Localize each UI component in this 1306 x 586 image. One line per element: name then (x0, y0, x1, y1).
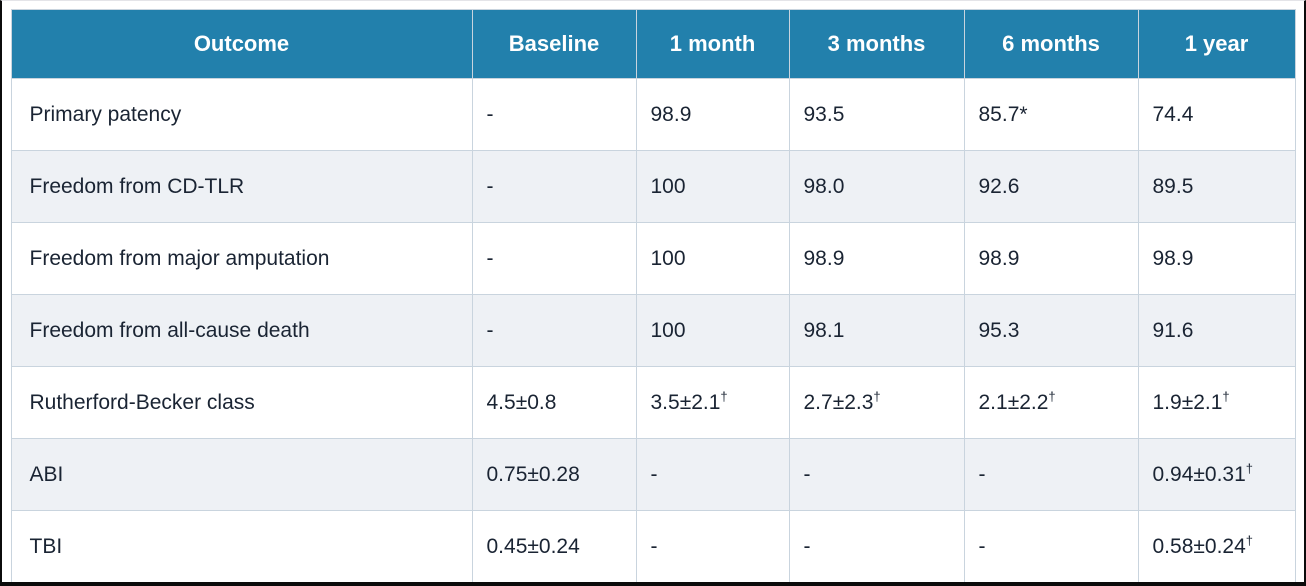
value-cell: 98.9 (788, 222, 965, 295)
table-row: Freedom from all-cause death -100 98.1 95.3… (10, 294, 1296, 367)
value-cell: 98.0 (788, 150, 965, 223)
dagger-marker: † (873, 388, 881, 404)
dagger-marker: † (1222, 388, 1230, 404)
value-cell: 98.1 (788, 294, 965, 367)
clipped-cell (11, 583, 472, 586)
value-cell: 1.9±2.1† (1137, 366, 1296, 439)
value-cell: - (788, 438, 965, 511)
value-cell: 91.6 (1137, 294, 1296, 367)
dagger-marker: † (1245, 460, 1254, 476)
value-cell: 0.45±0.24 (471, 510, 637, 582)
row-label: ABI (10, 438, 473, 511)
value-cell: 4.5±0.8 (471, 366, 637, 439)
value-cell: 0.58±0.24† (1137, 510, 1296, 582)
row-label: Freedom from major amputation (10, 222, 473, 295)
value-cell: 100 (635, 150, 790, 223)
column-header: Outcome (10, 9, 473, 79)
clipped-cell (636, 583, 789, 586)
row-label: Primary patency (10, 78, 473, 151)
value-cell: - (788, 510, 965, 582)
value-cell: 3.5±2.1† (635, 366, 790, 439)
value-cell: - (471, 78, 637, 151)
row-label: TBI (10, 510, 473, 582)
clipped-cell (789, 583, 964, 586)
value-cell: 74.4 (1137, 78, 1296, 151)
value-cell: 98.9 (963, 222, 1139, 295)
clipped-cell (472, 583, 636, 586)
value-cell: - (963, 510, 1139, 582)
column-header: 1 year (1137, 9, 1296, 79)
value-cell: 0.75±0.28 (471, 438, 637, 511)
value-cell: 100 (635, 294, 790, 367)
row-label: Freedom from CD-TLR (10, 150, 473, 223)
value-cell: 85.7* (963, 78, 1139, 151)
dagger-marker: † (1245, 532, 1254, 548)
value-cell: 98.9 (635, 78, 790, 151)
clipped-partial-row (11, 583, 1295, 586)
table-row: Freedom from major amputation -100 98.9 98.… (10, 222, 1296, 295)
table-row: Primary patency -98.9 93.5 85.7* 74.4 (10, 78, 1296, 151)
value-cell: 98.9 (1137, 222, 1296, 295)
dagger-marker: † (720, 388, 728, 404)
row-label: Freedom from all-cause death (10, 294, 473, 367)
value-cell: 2.1±2.2† (963, 366, 1139, 439)
column-header: Baseline (471, 9, 637, 79)
outcomes-table: Outcome Baseline 1 month 3 months 6 months 1 … (10, 9, 1296, 586)
value-cell: - (635, 438, 790, 511)
value-cell: 95.3 (963, 294, 1139, 367)
value-cell: - (471, 150, 637, 223)
value-cell: - (471, 222, 637, 295)
column-header: 1 month (635, 9, 790, 79)
column-header: 6 months (963, 9, 1139, 79)
value-cell: - (471, 294, 637, 367)
clipped-cell (964, 583, 1138, 586)
value-cell: 92.6 (963, 150, 1139, 223)
table-row: ABI 0.75±0.28- - -0.94±0.31† (10, 438, 1296, 511)
row-label: Rutherford-Becker class (10, 366, 473, 439)
value-cell: 2.7±2.3† (788, 366, 965, 439)
value-cell: - (635, 510, 790, 582)
table-header-row: Outcome Baseline 1 month 3 months 6 months 1 … (10, 9, 1296, 79)
table-row: Rutherford-Becker class 4.5±0.8 3.5±2.1† 2.… (10, 366, 1296, 439)
value-cell: - (963, 438, 1139, 511)
column-header: 3 months (788, 9, 965, 79)
value-cell: 0.94±0.31† (1137, 438, 1296, 511)
value-cell: 93.5 (788, 78, 965, 151)
value-cell: 100 (635, 222, 790, 295)
table-row: Freedom from CD-TLR -100 98.0 92.6 89.5 (10, 150, 1296, 223)
dagger-marker: † (1048, 388, 1056, 404)
table-row: TBI 0.45±0.24- - -0.58±0.24† (10, 510, 1296, 582)
clipped-cell (1138, 583, 1295, 586)
value-cell: 89.5 (1137, 150, 1296, 223)
